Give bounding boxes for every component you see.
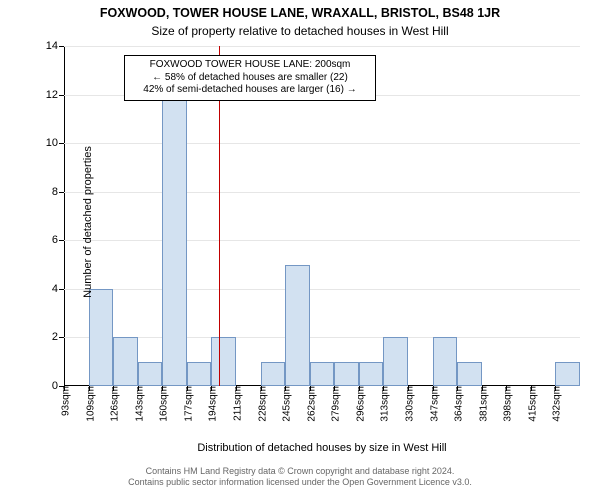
annotation-line2: ← 58% of detached houses are smaller (22… bbox=[131, 72, 369, 85]
histogram-bar bbox=[457, 362, 482, 386]
histogram-bar bbox=[162, 95, 187, 386]
xtick-label: 347sqm bbox=[425, 386, 440, 422]
footer-line2: Contains public sector information licen… bbox=[0, 477, 600, 488]
footer-attribution: Contains HM Land Registry data © Crown c… bbox=[0, 466, 600, 488]
histogram-bar bbox=[334, 362, 359, 386]
xtick-label: 211sqm bbox=[229, 386, 244, 421]
ytick-label: 12 bbox=[46, 89, 64, 101]
chart-title-line2: Size of property relative to detached ho… bbox=[0, 24, 600, 38]
plot-area: 0246810121493sqm109sqm126sqm143sqm160sqm… bbox=[64, 46, 580, 386]
ytick-label: 6 bbox=[52, 234, 64, 246]
x-axis-label: Distribution of detached houses by size … bbox=[64, 442, 580, 454]
histogram-bar bbox=[261, 362, 286, 386]
xtick-label: 160sqm bbox=[155, 386, 170, 422]
xtick-label: 398sqm bbox=[499, 386, 514, 422]
histogram-bar bbox=[433, 337, 458, 386]
grid-line bbox=[64, 240, 580, 241]
xtick-label: 296sqm bbox=[351, 386, 366, 422]
annotation-line1: FOXWOOD TOWER HOUSE LANE: 200sqm bbox=[131, 59, 369, 72]
xtick-label: 93sqm bbox=[57, 386, 72, 416]
chart-title-line1: FOXWOOD, TOWER HOUSE LANE, WRAXALL, BRIS… bbox=[0, 6, 600, 20]
xtick-label: 143sqm bbox=[130, 386, 145, 422]
histogram-bar bbox=[89, 289, 114, 386]
ytick-label: 10 bbox=[46, 137, 64, 149]
xtick-label: 194sqm bbox=[204, 386, 219, 422]
grid-line bbox=[64, 337, 580, 338]
xtick-label: 432sqm bbox=[548, 386, 563, 422]
histogram-bar bbox=[285, 265, 310, 386]
footer-line1: Contains HM Land Registry data © Crown c… bbox=[0, 466, 600, 477]
xtick-label: 228sqm bbox=[253, 386, 268, 422]
histogram-bar bbox=[310, 362, 335, 386]
y-axis-line bbox=[64, 46, 65, 386]
xtick-label: 364sqm bbox=[450, 386, 465, 422]
ytick-label: 2 bbox=[52, 331, 64, 343]
grid-line bbox=[64, 46, 580, 47]
ytick-label: 4 bbox=[52, 283, 64, 295]
histogram-bar bbox=[359, 362, 384, 386]
xtick-label: 313sqm bbox=[376, 386, 391, 422]
xtick-label: 126sqm bbox=[106, 386, 121, 422]
xtick-label: 262sqm bbox=[302, 386, 317, 422]
xtick-label: 415sqm bbox=[523, 386, 538, 422]
histogram-bar bbox=[113, 337, 138, 386]
grid-line bbox=[64, 192, 580, 193]
xtick-label: 279sqm bbox=[327, 386, 342, 422]
histogram-bar bbox=[211, 337, 236, 386]
histogram-bar bbox=[383, 337, 408, 386]
xtick-label: 381sqm bbox=[474, 386, 489, 422]
annotation-line3: 42% of semi-detached houses are larger (… bbox=[131, 84, 369, 97]
xtick-label: 177sqm bbox=[179, 386, 194, 422]
histogram-bar bbox=[555, 362, 580, 386]
ytick-label: 8 bbox=[52, 186, 64, 198]
grid-line bbox=[64, 289, 580, 290]
xtick-label: 245sqm bbox=[278, 386, 293, 422]
y-axis-label: Number of detached properties bbox=[82, 146, 94, 298]
annotation-box: FOXWOOD TOWER HOUSE LANE: 200sqm ← 58% o… bbox=[124, 55, 376, 101]
grid-line bbox=[64, 143, 580, 144]
xtick-label: 109sqm bbox=[81, 386, 96, 422]
xtick-label: 330sqm bbox=[401, 386, 416, 422]
histogram-bar bbox=[187, 362, 212, 386]
histogram-bar bbox=[138, 362, 163, 386]
ytick-label: 14 bbox=[46, 40, 64, 52]
